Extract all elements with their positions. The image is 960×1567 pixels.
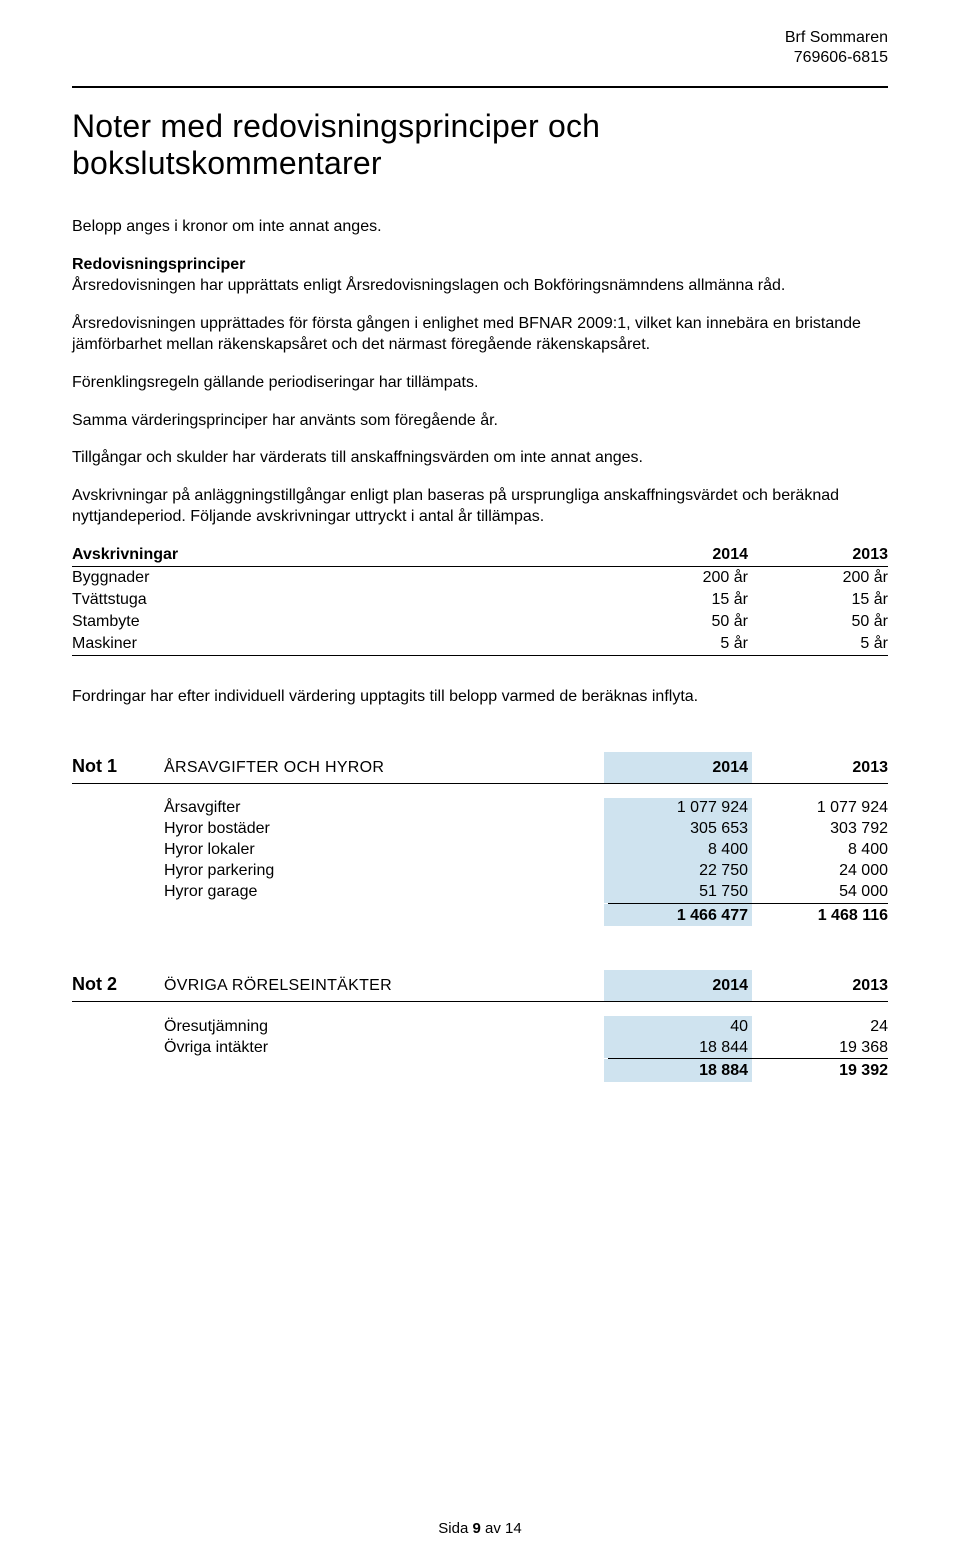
- depreciation-table: Avskrivningar 2014 2013 Byggnader 200 år…: [72, 544, 888, 656]
- table-row: Hyror lokaler 8 400 8 400: [72, 840, 888, 861]
- note1-row-label: Hyror lokaler: [164, 840, 608, 861]
- note1-total-y1: 1 466 477: [608, 903, 748, 926]
- note1-row-label: Årsavgifter: [164, 798, 608, 819]
- principles-p4: Samma värderingsprinciper har använts so…: [72, 410, 888, 432]
- note1-row-y1: 8 400: [608, 840, 748, 861]
- note1-year2: 2013: [748, 752, 888, 784]
- note1-total-row: 1 466 477 1 468 116: [72, 903, 888, 926]
- intro-amounts: Belopp anges i kronor om inte annat ange…: [72, 216, 888, 238]
- note2-row-y2: 24: [748, 1016, 888, 1037]
- dep-col-2013: 2013: [748, 544, 888, 567]
- note2-row-label: Övriga intäkter: [164, 1037, 608, 1059]
- note2-total-y2: 19 392: [748, 1059, 888, 1082]
- note1-row-label: Hyror parkering: [164, 861, 608, 882]
- org-number: 769606-6815: [72, 48, 888, 68]
- note2-label: Not 2: [72, 970, 164, 1002]
- table-row: Hyror garage 51 750 54 000: [72, 882, 888, 904]
- dep-row-y2: 50 år: [748, 611, 888, 633]
- page-title: Noter med redovisningsprinciper och boks…: [72, 108, 888, 182]
- dep-row-y2: 15 år: [748, 589, 888, 611]
- note1-label: Not 1: [72, 752, 164, 784]
- table-row: Maskiner 5 år 5 år: [72, 633, 888, 656]
- dep-row-label: Maskiner: [72, 633, 608, 656]
- note2-row-y2: 19 368: [748, 1037, 888, 1059]
- note1-title: ÅRSAVGIFTER OCH HYROR: [164, 752, 608, 784]
- note2-total-row: 18 884 19 392: [72, 1059, 888, 1082]
- dep-row-y1: 50 år: [608, 611, 748, 633]
- table-row: Byggnader 200 år 200 år: [72, 566, 888, 589]
- note1-row-y2: 303 792: [748, 819, 888, 840]
- note1-row-y1: 1 077 924: [608, 798, 748, 819]
- note1-row-y1: 22 750: [608, 861, 748, 882]
- dep-row-label: Byggnader: [72, 566, 608, 589]
- depreciation-header-row: Avskrivningar 2014 2013: [72, 544, 888, 567]
- note2-row-y1: 40: [608, 1016, 748, 1037]
- note2-year2: 2013: [748, 970, 888, 1002]
- dep-col-label: Avskrivningar: [72, 544, 608, 567]
- note1-row-y1: 305 653: [608, 819, 748, 840]
- note1-row-label: Hyror garage: [164, 882, 608, 904]
- org-name: Brf Sommaren: [72, 28, 888, 48]
- principles-p1: Årsredovisningen har upprättats enligt Å…: [72, 277, 785, 294]
- note2-title: ÖVRIGA RÖRELSEINTÄKTER: [164, 970, 608, 1002]
- note1-row-y1: 51 750: [608, 882, 748, 904]
- note-2: Not 2 ÖVRIGA RÖRELSEINTÄKTER 2014 2013 Ö…: [72, 970, 888, 1082]
- note1-body: Årsavgifter 1 077 924 1 077 924 Hyror bo…: [72, 798, 888, 927]
- note2-row-y1: 18 844: [608, 1037, 748, 1059]
- page-footer: Sida 9 av 14: [0, 1520, 960, 1537]
- note1-total-y2: 1 468 116: [748, 903, 888, 926]
- table-row: Tvättstuga 15 år 15 år: [72, 589, 888, 611]
- note1-row-y2: 1 077 924: [748, 798, 888, 819]
- note1-header-row: Not 1 ÅRSAVGIFTER OCH HYROR 2014 2013: [72, 752, 888, 784]
- note2-row-label: Öresutjämning: [164, 1016, 608, 1037]
- principles-p5: Tillgångar och skulder har värderats til…: [72, 447, 888, 469]
- note1-row-y2: 54 000: [748, 882, 888, 904]
- note1-year1: 2014: [608, 752, 748, 784]
- principles-heading: Redovisningsprinciper: [72, 256, 245, 273]
- dep-row-y1: 5 år: [608, 633, 748, 656]
- note2-total-y1: 18 884: [608, 1059, 748, 1082]
- table-row: Stambyte 50 år 50 år: [72, 611, 888, 633]
- note1-row-y2: 24 000: [748, 861, 888, 882]
- principles-heading-para: Redovisningsprinciper Årsredovisningen h…: [72, 254, 888, 297]
- footer-page: 9: [472, 1520, 480, 1537]
- table-row: Hyror parkering 22 750 24 000: [72, 861, 888, 882]
- table-row: Hyror bostäder 305 653 303 792: [72, 819, 888, 840]
- note-1: Not 1 ÅRSAVGIFTER OCH HYROR 2014 2013 År…: [72, 752, 888, 927]
- table-row: Öresutjämning 40 24: [72, 1016, 888, 1037]
- table-row: Årsavgifter 1 077 924 1 077 924: [72, 798, 888, 819]
- note1-row-label: Hyror bostäder: [164, 819, 608, 840]
- principles-p6: Avskrivningar på anläggningstillgångar e…: [72, 485, 888, 528]
- top-rule: [72, 86, 888, 88]
- note2-header-row: Not 2 ÖVRIGA RÖRELSEINTÄKTER 2014 2013: [72, 970, 888, 1002]
- receivables-note: Fordringar har efter individuell värderi…: [72, 686, 888, 708]
- dep-row-label: Tvättstuga: [72, 589, 608, 611]
- note2-year1: 2014: [608, 970, 748, 1002]
- note2-body: Öresutjämning 40 24 Övriga intäkter 18 8…: [72, 1016, 888, 1082]
- dep-row-y1: 200 år: [608, 566, 748, 589]
- dep-row-y1: 15 år: [608, 589, 748, 611]
- principles-p3: Förenklingsregeln gällande periodisering…: [72, 372, 888, 394]
- dep-row-y2: 200 år: [748, 566, 888, 589]
- table-row: Övriga intäkter 18 844 19 368: [72, 1037, 888, 1059]
- footer-suffix: av 14: [485, 1520, 522, 1537]
- dep-col-2014: 2014: [608, 544, 748, 567]
- note1-row-y2: 8 400: [748, 840, 888, 861]
- footer-prefix: Sida: [438, 1520, 472, 1537]
- dep-row-label: Stambyte: [72, 611, 608, 633]
- principles-p2: Årsredovisningen upprättades för första …: [72, 313, 888, 356]
- dep-row-y2: 5 år: [748, 633, 888, 656]
